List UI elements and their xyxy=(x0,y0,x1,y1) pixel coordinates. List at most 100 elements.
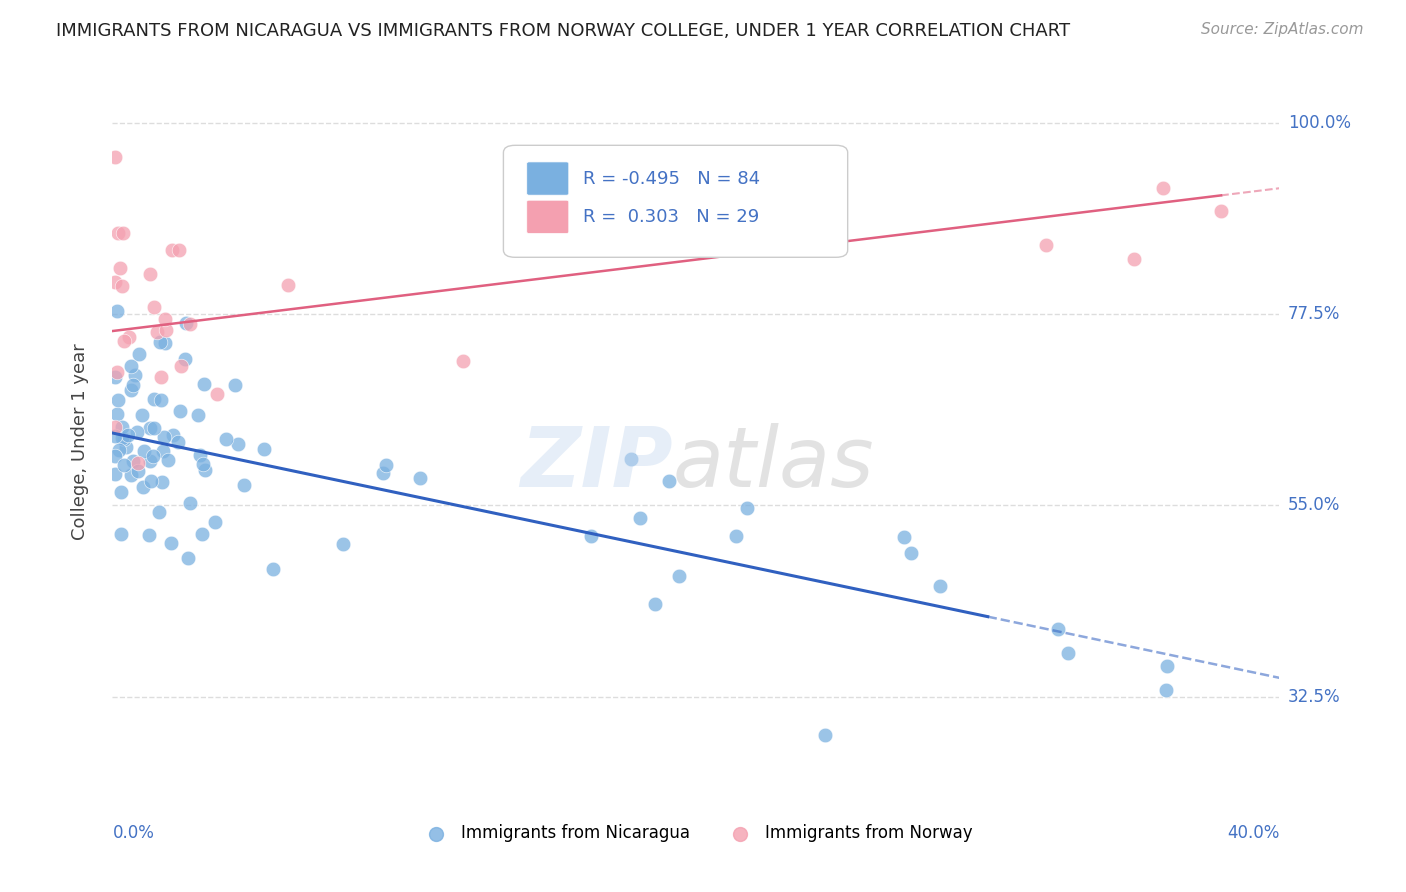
Point xyxy=(104,467,127,482)
Point xyxy=(1047,622,1070,636)
Text: ZIP: ZIP xyxy=(520,423,672,504)
Point xyxy=(107,227,129,241)
Point xyxy=(132,479,155,493)
Text: IMMIGRANTS FROM NICARAGUA VS IMMIGRANTS FROM NORWAY COLLEGE, UNDER 1 YEAR CORREL: IMMIGRANTS FROM NICARAGUA VS IMMIGRANTS … xyxy=(56,22,1070,40)
Point xyxy=(117,427,139,442)
Point xyxy=(104,370,127,384)
Point xyxy=(107,392,129,407)
FancyBboxPatch shape xyxy=(527,162,569,195)
Point xyxy=(179,317,201,331)
Point xyxy=(146,325,169,339)
Point xyxy=(110,485,132,500)
Legend: Immigrants from Nicaragua, Immigrants from Norway: Immigrants from Nicaragua, Immigrants fr… xyxy=(412,817,980,848)
Point xyxy=(112,432,135,446)
Point xyxy=(112,334,135,348)
Point xyxy=(900,545,922,559)
Point xyxy=(150,475,173,489)
Point xyxy=(142,392,165,407)
Point xyxy=(155,335,177,350)
Point xyxy=(232,478,254,492)
Point xyxy=(174,352,197,367)
Point xyxy=(139,421,162,435)
Point xyxy=(409,471,432,485)
Point xyxy=(111,227,134,241)
Point xyxy=(150,369,173,384)
Point xyxy=(160,535,183,549)
Point xyxy=(214,432,236,446)
Point xyxy=(814,727,837,741)
Point xyxy=(134,444,156,458)
Point xyxy=(658,475,681,489)
Point xyxy=(451,353,474,368)
Point xyxy=(375,458,398,473)
Point xyxy=(138,528,160,542)
Point xyxy=(110,527,132,541)
Point xyxy=(191,457,214,471)
Text: 0.0%: 0.0% xyxy=(112,824,155,842)
Point xyxy=(104,150,127,164)
Point xyxy=(644,597,666,611)
Point xyxy=(176,550,198,565)
Y-axis label: College, Under 1 year: College, Under 1 year xyxy=(70,343,89,540)
Point xyxy=(179,495,201,509)
Point xyxy=(191,527,214,541)
Point xyxy=(1209,204,1232,219)
Point xyxy=(143,421,166,435)
Point xyxy=(373,466,395,480)
Point xyxy=(253,442,276,456)
Point xyxy=(148,505,170,519)
Point xyxy=(668,569,690,583)
Point xyxy=(128,347,150,361)
Text: R = -0.495   N = 84: R = -0.495 N = 84 xyxy=(582,169,759,187)
Point xyxy=(167,243,190,257)
Point xyxy=(149,334,172,349)
Point xyxy=(118,330,141,344)
Point xyxy=(105,407,128,421)
Point xyxy=(1035,238,1057,252)
Point xyxy=(149,392,172,407)
Text: atlas: atlas xyxy=(672,423,875,504)
Point xyxy=(111,279,134,293)
Text: R =  0.303   N = 29: R = 0.303 N = 29 xyxy=(582,208,759,226)
Text: 55.0%: 55.0% xyxy=(1288,496,1340,515)
Point xyxy=(1154,683,1177,698)
Point xyxy=(127,464,149,478)
Point xyxy=(152,444,174,458)
FancyBboxPatch shape xyxy=(527,200,569,234)
Point xyxy=(127,456,149,470)
Text: 77.5%: 77.5% xyxy=(1288,305,1340,323)
Point xyxy=(204,515,226,529)
Point xyxy=(194,463,217,477)
Point xyxy=(112,458,135,472)
Point xyxy=(579,529,602,543)
Point xyxy=(104,420,127,434)
Point xyxy=(276,277,298,292)
Point xyxy=(120,359,142,374)
Point xyxy=(105,365,128,379)
Point xyxy=(111,431,134,445)
Point xyxy=(120,467,142,482)
Point xyxy=(111,419,134,434)
Point xyxy=(108,443,131,458)
Point xyxy=(174,316,197,330)
Point xyxy=(1156,659,1178,673)
Point xyxy=(124,368,146,382)
Point xyxy=(193,376,215,391)
Text: 40.0%: 40.0% xyxy=(1227,824,1279,842)
Point xyxy=(735,501,758,516)
Point xyxy=(104,275,127,289)
Point xyxy=(107,304,129,318)
Point xyxy=(142,449,165,463)
Point xyxy=(131,409,153,423)
Point xyxy=(141,475,163,489)
Point xyxy=(893,530,915,544)
Point xyxy=(104,429,127,443)
Point xyxy=(104,449,127,463)
Point xyxy=(190,448,212,462)
Point xyxy=(156,452,179,467)
Point xyxy=(142,300,165,314)
Point xyxy=(170,359,193,374)
Point xyxy=(205,386,228,401)
Point xyxy=(332,537,354,551)
Point xyxy=(139,454,162,468)
